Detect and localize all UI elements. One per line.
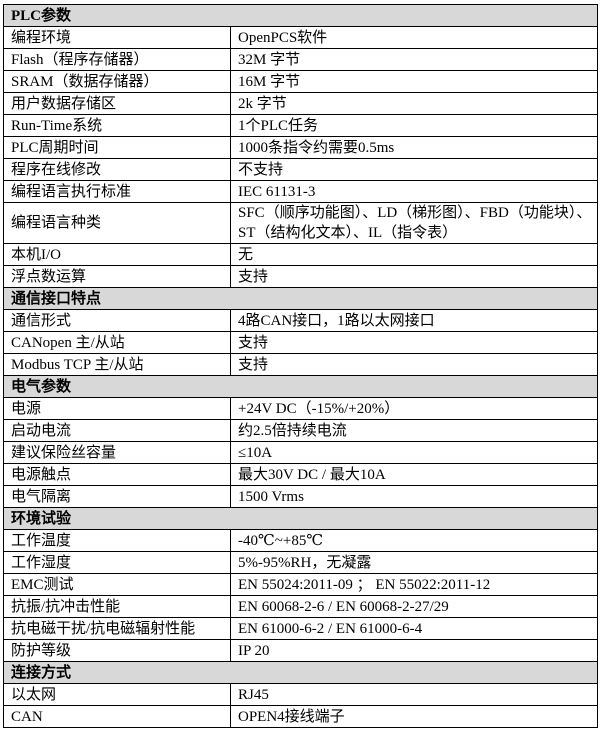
spec-row: 电源触点 最大30V DC / 最大10A	[3, 463, 599, 486]
spec-value: OpenPCS软件	[229, 26, 599, 49]
spec-value: EN 60068-2-6 / EN 60068-2-27/29	[229, 595, 599, 618]
spec-label: 编程环境	[3, 26, 231, 49]
spec-value: 约2.5倍持续电流	[229, 419, 599, 442]
spec-row: 编程语言种类 SFC（顺序功能图）、LD（梯形图）、FBD（功能块）、ST（结构化…	[3, 202, 599, 244]
section-title: 环境试验	[2, 507, 599, 530]
spec-row: 启动电流 约2.5倍持续电流	[3, 419, 599, 442]
spec-row: Modbus TCP 主/从站 支持	[3, 353, 599, 376]
section-title: 电气参数	[2, 375, 599, 398]
spec-row: 浮点数运算 支持	[3, 265, 599, 288]
spec-label: 编程语言执行标准	[3, 180, 231, 203]
spec-row: 程序在线修改 不支持	[3, 158, 599, 181]
section-header-row: 连接方式	[2, 661, 599, 684]
spec-value: RJ45	[229, 683, 599, 706]
spec-row: Run-Time系统 1个PLC任务	[3, 114, 599, 137]
spec-label: 工作温度	[3, 529, 231, 552]
spec-row: 以太网 RJ45	[3, 683, 599, 706]
spec-value: EN 61000-6-2 / EN 61000-6-4	[229, 617, 599, 640]
spec-value: 1500 Vrms	[229, 485, 599, 508]
spec-row: 工作湿度 5%-95%RH，无凝露	[3, 551, 599, 574]
spec-row: 通信形式 4路CAN接口，1路以太网接口	[3, 309, 599, 332]
spec-label: 抗振/抗冲击性能	[3, 595, 231, 618]
spec-value: 5%-95%RH，无凝露	[229, 551, 599, 574]
spec-value: IP 20	[229, 639, 599, 662]
section-header-row: 电气参数	[2, 375, 599, 398]
spec-value: 4路CAN接口，1路以太网接口	[229, 309, 599, 332]
spec-row: PLC周期时间 1000条指令约需要0.5ms	[3, 136, 599, 159]
spec-label: 浮点数运算	[3, 265, 231, 288]
spec-row: Flash（程序存储器） 32M 字节	[3, 48, 599, 71]
spec-value: 无	[229, 243, 599, 266]
spec-label: 本机I/O	[3, 243, 231, 266]
spec-value: EN 55024:2011-09 ； EN 55022:2011-12	[229, 573, 599, 596]
spec-value: IEC 61131-3	[229, 180, 599, 203]
spec-label: Modbus TCP 主/从站	[3, 353, 231, 376]
spec-value: 不支持	[229, 158, 599, 181]
spec-table-body: PLC参数 编程环境 OpenPCS软件 Flash（程序存储器） 32M 字节 SRAM…	[2, 4, 599, 728]
spec-row: 抗电磁干扰/抗电磁辐射性能 EN 61000-6-2 / EN 61000-6-4	[3, 617, 599, 640]
spec-value: 最大30V DC / 最大10A	[229, 463, 599, 486]
spec-value: ≤10A	[229, 441, 599, 464]
plc-spec-table: PLC参数 编程环境 OpenPCS软件 Flash（程序存储器） 32M 字节 SRAM…	[2, 4, 599, 728]
spec-row: 本机I/O 无	[3, 243, 599, 266]
spec-value: 32M 字节	[229, 48, 599, 71]
spec-label: 启动电流	[3, 419, 231, 442]
section-header-row: 通信接口特点	[2, 287, 599, 310]
spec-label: 电气隔离	[3, 485, 231, 508]
spec-label: 通信形式	[3, 309, 231, 332]
spec-value: 2k 字节	[229, 92, 599, 115]
spec-label: CAN	[3, 705, 231, 728]
spec-row: 编程语言执行标准 IEC 61131-3	[3, 180, 599, 203]
spec-value: +24V DC（-15%/+20%）	[229, 397, 599, 420]
spec-label: 防护等级	[3, 639, 231, 662]
spec-value: 支持	[229, 353, 599, 376]
spec-row: 建议保险丝容量 ≤10A	[3, 441, 599, 464]
spec-row: 防护等级 IP 20	[3, 639, 599, 662]
spec-label: 工作湿度	[3, 551, 231, 574]
spec-row: 工作温度 -40℃~+85℃	[3, 529, 599, 552]
spec-label: 建议保险丝容量	[3, 441, 231, 464]
section-title: 通信接口特点	[2, 287, 599, 310]
spec-label: CANopen 主/从站	[3, 331, 231, 354]
spec-value: 1000条指令约需要0.5ms	[229, 136, 599, 159]
spec-row: 抗振/抗冲击性能 EN 60068-2-6 / EN 60068-2-27/29	[3, 595, 599, 618]
section-title: PLC参数	[2, 4, 599, 27]
spec-label: Flash（程序存储器）	[3, 48, 231, 71]
spec-label: Run-Time系统	[3, 114, 231, 137]
spec-row: 电源 +24V DC（-15%/+20%）	[3, 397, 599, 420]
section-header-row: PLC参数	[2, 4, 599, 27]
spec-row: 用户数据存储区 2k 字节	[3, 92, 599, 115]
spec-row: CANopen 主/从站 支持	[3, 331, 599, 354]
spec-value: SFC（顺序功能图）、LD（梯形图）、FBD（功能块）、ST（结构化文本）、IL…	[229, 202, 599, 244]
spec-value: 支持	[229, 331, 599, 354]
spec-label: 抗电磁干扰/抗电磁辐射性能	[3, 617, 231, 640]
spec-label: 以太网	[3, 683, 231, 706]
spec-value: 支持	[229, 265, 599, 288]
spec-row: EMC测试 EN 55024:2011-09 ； EN 55022:2011-12	[3, 573, 599, 596]
spec-row: CAN OPEN4接线端子	[3, 705, 599, 728]
spec-value: 16M 字节	[229, 70, 599, 93]
section-title: 连接方式	[2, 661, 599, 684]
spec-row: 编程环境 OpenPCS软件	[3, 26, 599, 49]
spec-label: 程序在线修改	[3, 158, 231, 181]
spec-value: OPEN4接线端子	[229, 705, 599, 728]
spec-label: EMC测试	[3, 573, 231, 596]
spec-label: SRAM（数据存储器）	[3, 70, 231, 93]
spec-value: -40℃~+85℃	[229, 529, 599, 552]
spec-row: 电气隔离 1500 Vrms	[3, 485, 599, 508]
spec-label: 用户数据存储区	[3, 92, 231, 115]
spec-label: 编程语言种类	[3, 202, 231, 244]
spec-row: SRAM（数据存储器） 16M 字节	[3, 70, 599, 93]
spec-label: 电源	[3, 397, 231, 420]
spec-label: PLC周期时间	[3, 136, 231, 159]
section-header-row: 环境试验	[2, 507, 599, 530]
spec-value: 1个PLC任务	[229, 114, 599, 137]
spec-label: 电源触点	[3, 463, 231, 486]
